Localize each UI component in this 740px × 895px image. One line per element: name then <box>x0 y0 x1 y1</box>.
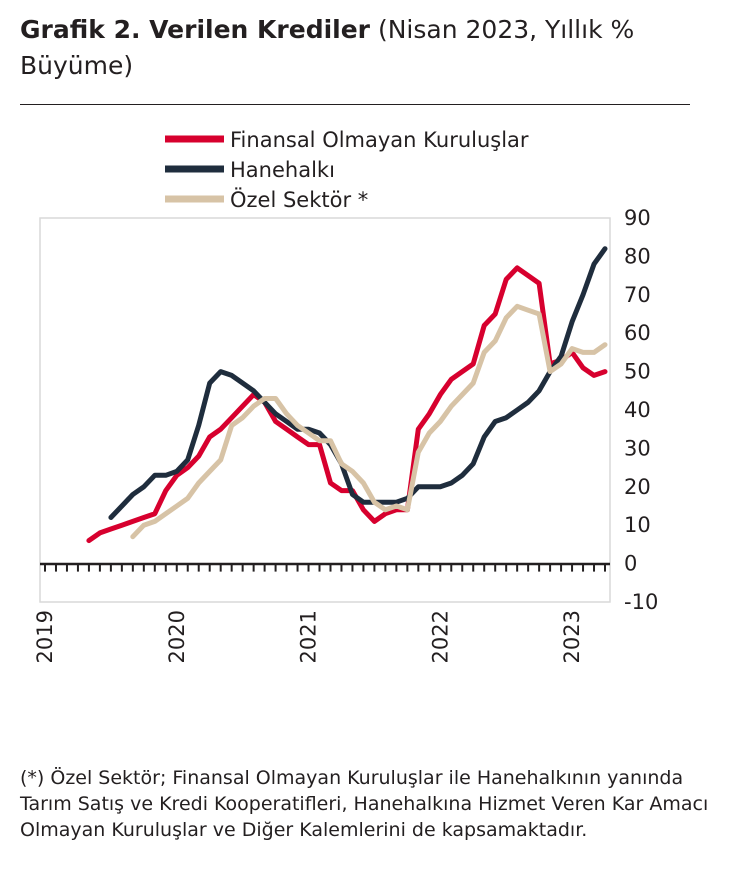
y-tick-label: 90 <box>624 206 651 230</box>
x-tick-label: 2020 <box>165 610 189 663</box>
x-tick-label: 2022 <box>428 610 452 663</box>
series-line-0 <box>86 265 608 544</box>
y-axis-labels: 90 80 70 60 50 40 30 20 10 0 -10 <box>624 206 658 614</box>
y-tick-label: 70 <box>624 283 651 307</box>
chart-title-light: (Nisan 2023, Yıllık % Büyüme) <box>20 15 635 80</box>
x-tick-label: 2021 <box>297 610 321 663</box>
series-line-2 <box>130 303 608 540</box>
title-divider <box>20 104 690 105</box>
x-tick-label: 2019 <box>33 610 57 663</box>
series-lines <box>86 246 608 544</box>
y-tick-label: 10 <box>624 513 651 537</box>
series-line-1 <box>108 246 608 520</box>
y-tick-label: 30 <box>624 436 651 460</box>
legend-item-0: Finansal Olmayan Kuruluşlar <box>165 128 529 152</box>
y-tick-label: -10 <box>624 590 658 614</box>
line-chart: Finansal Olmayan Kuruluşlar Hanehalkı Öz… <box>33 128 658 663</box>
chart-title-bold: Grafik 2. Verilen Krediler <box>20 15 371 44</box>
y-tick-label: 80 <box>624 244 651 268</box>
y-tick-label: 20 <box>624 475 651 499</box>
chart-title: Grafik 2. Verilen Krediler (Nisan 2023, … <box>20 12 700 84</box>
footnote: (*) Özel Sektör; Finansal Olmayan Kurulu… <box>20 767 709 841</box>
y-tick-label: 40 <box>624 398 651 422</box>
legend-label-1: Hanehalkı <box>230 158 335 182</box>
legend-item-1: Hanehalkı <box>165 158 335 182</box>
x-axis-ticks <box>44 563 606 572</box>
y-tick-label: 0 <box>624 552 637 576</box>
y-tick-label: 60 <box>624 321 651 345</box>
legend: Finansal Olmayan Kuruluşlar Hanehalkı Öz… <box>165 128 529 212</box>
legend-label-0: Finansal Olmayan Kuruluşlar <box>230 128 529 152</box>
legend-item-2: Özel Sektör * <box>165 187 368 212</box>
plot-frame <box>39 217 611 603</box>
y-tick-label: 50 <box>624 360 651 384</box>
x-axis-labels: 2019 2020 2021 2022 2023 <box>33 610 584 663</box>
x-tick-label: 2023 <box>560 610 584 663</box>
legend-label-2: Özel Sektör * <box>230 187 368 212</box>
